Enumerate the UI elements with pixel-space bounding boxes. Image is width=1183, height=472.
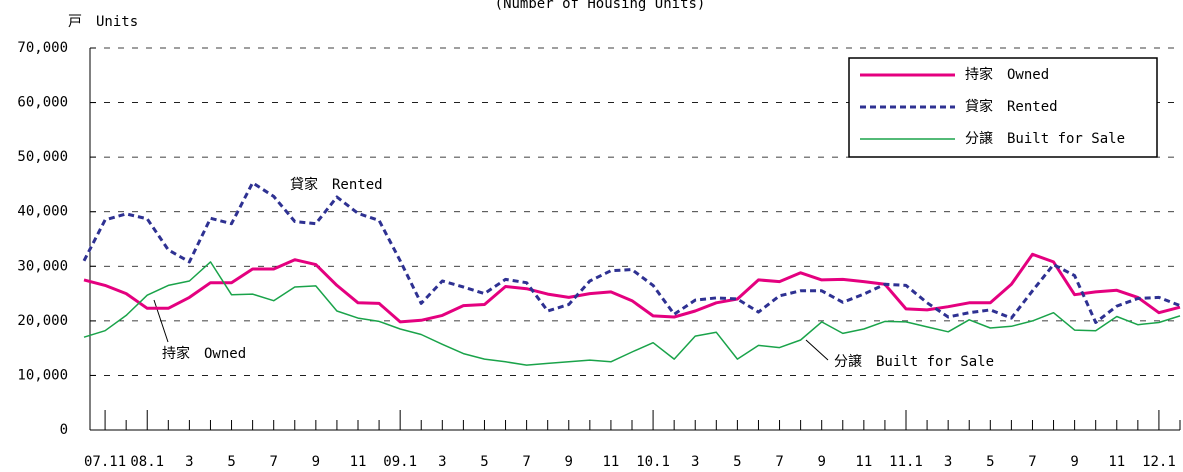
x-tick-label: 09.1: [383, 454, 417, 470]
annotation: 分譲 Built for Sale: [834, 354, 994, 370]
legend-label: 持家 Owned: [965, 66, 1049, 83]
y-tick-label: 50,000: [17, 149, 68, 165]
x-tick-label: 11.1: [889, 454, 923, 470]
x-tick-label: 07.11: [84, 454, 126, 470]
y-tick-label: 60,000: [17, 95, 68, 111]
x-tick-label: 9: [1070, 454, 1078, 470]
y-tick-label: 30,000: [17, 258, 68, 274]
annotation: 持家 Owned: [162, 345, 246, 362]
x-tick-label: 9: [817, 454, 825, 470]
series-line: [83, 261, 1181, 366]
leader-line: [805, 339, 829, 361]
x-tick-label: 11: [1108, 454, 1125, 470]
x-tick-label: 3: [944, 454, 952, 470]
series-line: [83, 252, 1181, 324]
x-tick-label: 5: [986, 454, 994, 470]
chart-title: (Number of Housing Units): [495, 0, 706, 12]
x-tick-label: 5: [733, 454, 741, 470]
x-tick-label: 12.1: [1142, 454, 1176, 470]
annotation: 貸家 Rented: [290, 176, 383, 193]
x-tick-label: 08.1: [130, 454, 164, 470]
x-tick-label: 9: [312, 454, 320, 470]
y-tick-label: 70,000: [17, 40, 68, 56]
x-tick-label: 3: [438, 454, 446, 470]
y-tick-label: 20,000: [17, 313, 68, 329]
y-tick-label: 0: [60, 422, 68, 438]
legend-label: 分譲 Built for Sale: [965, 131, 1125, 147]
legend-label: 貸家 Rented: [965, 98, 1058, 115]
y-tick-label: 10,000: [17, 367, 68, 383]
y-unit-label: 戸 Units: [68, 14, 138, 30]
x-tick-label: 7: [269, 454, 277, 470]
x-tick-label: 7: [522, 454, 530, 470]
x-tick-label: 10.1: [636, 454, 670, 470]
x-tick-label: 3: [691, 454, 699, 470]
series-line: [82, 181, 1181, 324]
x-tick-label: 7: [775, 454, 783, 470]
x-tick-label: 11: [855, 454, 872, 470]
y-tick-label: 40,000: [17, 204, 68, 220]
x-tick-label: 11: [350, 454, 367, 470]
x-tick-label: 11: [602, 454, 619, 470]
x-tick-label: 9: [565, 454, 573, 470]
x-tick-label: 7: [1028, 454, 1036, 470]
x-tick-label: 5: [480, 454, 488, 470]
x-tick-label: 5: [227, 454, 235, 470]
x-tick-label: 3: [185, 454, 193, 470]
